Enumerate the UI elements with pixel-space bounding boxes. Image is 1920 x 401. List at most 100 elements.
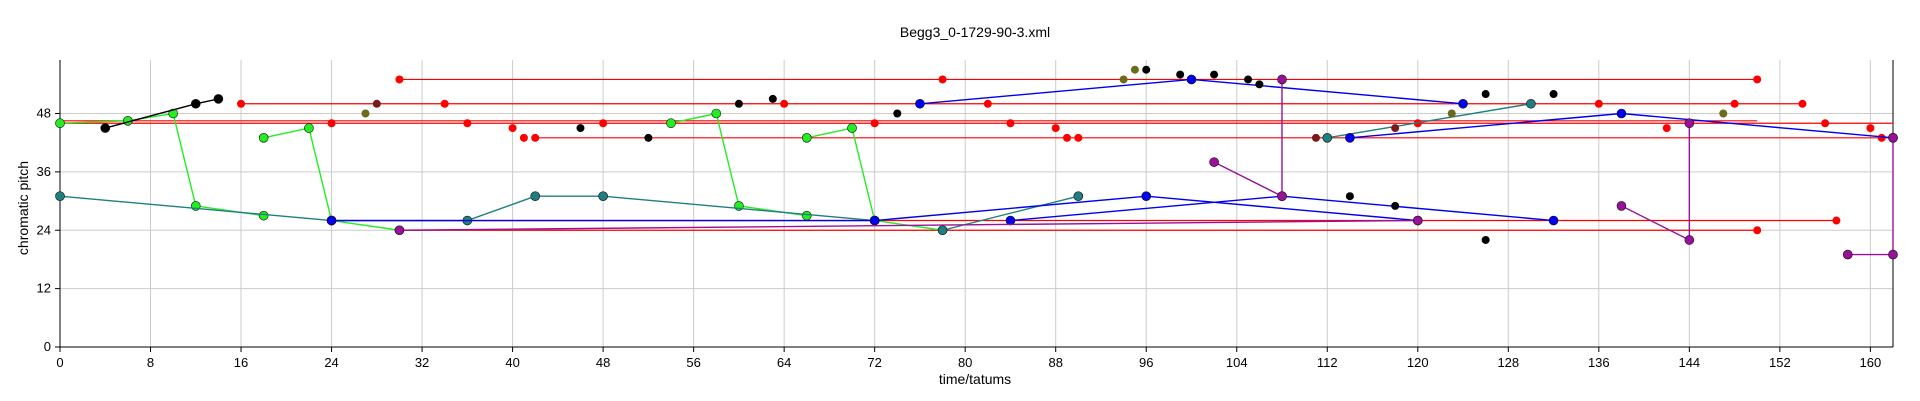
data-point <box>168 108 178 119</box>
data-point <box>1209 157 1219 167</box>
data-point <box>1866 124 1875 133</box>
x-tick-label: 80 <box>958 355 972 370</box>
series-line <box>59 195 875 222</box>
data-point <box>1186 74 1197 85</box>
data-point <box>1063 133 1072 142</box>
data-point <box>1447 109 1456 118</box>
x-tick-label: 24 <box>324 355 338 370</box>
data-point <box>1391 201 1400 210</box>
data-point <box>395 75 404 84</box>
data-point <box>1821 119 1830 128</box>
x-axis-label: time/tatums <box>939 371 1011 387</box>
data-point <box>1888 249 1898 260</box>
data-point <box>1832 216 1841 225</box>
data-point <box>780 99 789 108</box>
data-point <box>1311 133 1320 142</box>
x-tick-label: 16 <box>234 355 248 370</box>
data-point <box>304 123 314 133</box>
data-point <box>893 109 902 118</box>
data-point <box>576 124 585 133</box>
data-point <box>1345 192 1354 201</box>
data-point <box>1210 70 1219 79</box>
data-point <box>1662 124 1671 133</box>
data-point <box>1481 90 1490 99</box>
data-point <box>1888 133 1898 143</box>
data-point <box>1481 235 1490 244</box>
data-point <box>1345 133 1355 143</box>
data-point <box>1594 99 1603 108</box>
x-tick-label: 152 <box>1769 355 1791 370</box>
data-point <box>666 118 676 129</box>
data-point <box>644 133 653 142</box>
x-tick-label: 40 <box>505 355 519 370</box>
x-tick-label: 88 <box>1048 355 1062 370</box>
data-point <box>258 133 269 143</box>
x-tick-label: 96 <box>1139 355 1153 370</box>
data-point <box>1877 133 1886 142</box>
data-point <box>1798 99 1807 108</box>
data-point <box>1005 215 1016 226</box>
data-point <box>599 119 608 128</box>
data-point <box>1074 133 1083 142</box>
data-point <box>983 99 992 108</box>
axes: 0 8 16 24 32 40 48 56 64 72 80 88 96 104 112 120 128 136 1… <box>37 60 1894 370</box>
chart-title: Begg3_0-1729-90-3.xml <box>900 24 1050 40</box>
data-point <box>1006 119 1015 128</box>
data-point <box>801 210 812 221</box>
data-point <box>1322 133 1333 143</box>
data-point <box>870 119 879 128</box>
x-tick-label: 48 <box>596 355 610 370</box>
data-point <box>938 75 947 84</box>
data-point <box>190 98 201 109</box>
data-point <box>326 215 337 226</box>
data-point <box>508 124 517 133</box>
data-point <box>258 210 269 221</box>
data-point <box>1616 201 1627 211</box>
data-point <box>213 94 224 104</box>
data-point <box>1549 90 1558 99</box>
x-tick-label: 0 <box>56 355 63 370</box>
data-point <box>1526 98 1536 109</box>
x-tick-label: 8 <box>147 355 154 370</box>
data-point <box>1073 191 1084 202</box>
data-point <box>1684 235 1695 245</box>
data-point <box>1142 65 1151 74</box>
data-point <box>531 133 540 142</box>
series-line <box>263 127 400 231</box>
y-tick-label: 12 <box>37 281 51 296</box>
data-point <box>327 119 336 128</box>
data-point <box>1684 118 1695 129</box>
series-line <box>59 112 264 217</box>
data-point <box>1391 124 1400 133</box>
y-tick-label: 36 <box>37 164 51 179</box>
data-point <box>915 98 925 109</box>
data-point <box>55 118 65 129</box>
data-point <box>1119 75 1128 84</box>
data-point <box>237 99 246 108</box>
series-line <box>1327 103 1532 139</box>
data-point <box>1842 249 1853 260</box>
series-line <box>399 219 1418 231</box>
data-point <box>440 99 449 108</box>
data-point <box>1130 65 1139 74</box>
data-point <box>361 109 370 118</box>
x-tick-label: 32 <box>415 355 429 370</box>
data-point <box>1730 99 1739 108</box>
x-tick-label: 144 <box>1678 355 1700 370</box>
x-tick-label: 64 <box>777 355 791 370</box>
data-point <box>1176 70 1185 79</box>
data-point <box>1719 109 1728 118</box>
x-tick-label: 160 <box>1860 355 1882 370</box>
series-line <box>670 112 807 217</box>
data-point <box>100 123 111 133</box>
data-point <box>1051 124 1060 133</box>
data-point <box>519 133 528 142</box>
data-point <box>463 119 472 128</box>
data-point <box>1255 80 1264 89</box>
data-point <box>1277 74 1287 85</box>
series-line <box>1621 123 1691 242</box>
data-point <box>1141 191 1152 202</box>
data-point <box>394 225 405 236</box>
data-point <box>711 108 722 119</box>
